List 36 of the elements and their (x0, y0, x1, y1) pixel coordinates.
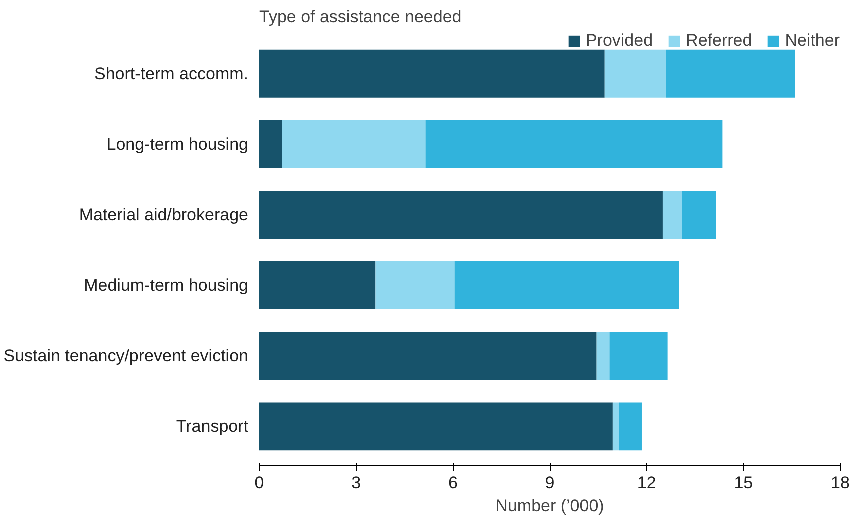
bar (260, 262, 376, 310)
bar (260, 190, 663, 239)
bar (260, 50, 605, 98)
legend-label: Provided (586, 31, 654, 51)
bar (612, 402, 620, 451)
y-tick-label: Sustain tenancy/prevent eviction (4, 346, 249, 366)
bar (376, 262, 455, 310)
y-tick-label: Transport (176, 417, 249, 436)
x-axis-title: Number (’000) (496, 496, 604, 516)
x-tick-label: 0 (254, 474, 264, 492)
x-tick-label: 9 (545, 474, 555, 492)
bar (454, 262, 680, 310)
x-tick-label: 6 (448, 474, 458, 492)
bar (662, 190, 682, 239)
bar (260, 402, 613, 451)
x-tick-label: 18 (831, 474, 850, 492)
bar (666, 50, 796, 98)
bar (604, 50, 666, 98)
bar (619, 402, 642, 451)
legend-label: Referred (686, 31, 752, 51)
bar (610, 332, 668, 380)
y-axis-title: Type of assistance needed (260, 8, 462, 26)
x-tick-label: 3 (352, 474, 362, 492)
x-tick-label: 15 (734, 474, 754, 492)
y-tick-label: Short-term accomm. (94, 64, 249, 84)
y-tick-label: Material aid/brokerage (79, 205, 249, 224)
bar (260, 120, 282, 168)
bar (282, 120, 426, 168)
legend-label: Neither (785, 31, 840, 51)
bar (682, 190, 716, 239)
x-tick-label: 12 (637, 474, 656, 492)
bar (426, 120, 723, 168)
bar (596, 332, 610, 380)
y-tick-label: Long-term housing (106, 134, 249, 154)
y-tick-label: Medium-term housing (84, 276, 249, 296)
bar (260, 332, 597, 380)
